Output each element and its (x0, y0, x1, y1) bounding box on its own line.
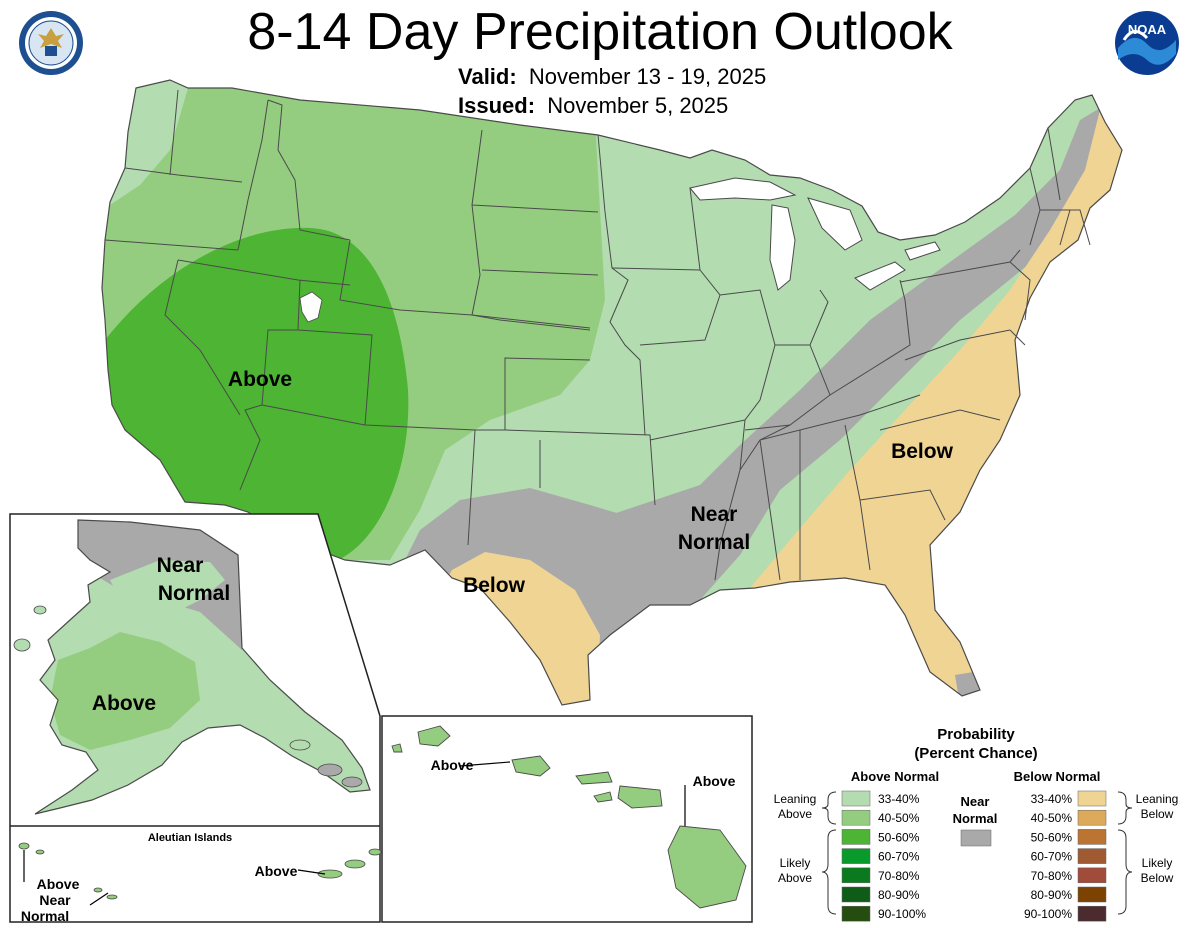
aleutian-near-label-2: Normal (21, 908, 69, 924)
legend-below-range: 50-60% (1031, 830, 1073, 844)
ak-near-label-1: Near (157, 554, 204, 577)
legend-above-range: 33-40% (878, 792, 920, 806)
legend-title-2: (Percent Chance) (914, 745, 1037, 762)
legend-above-swatch (841, 905, 871, 922)
valid-line: Valid: November 13 - 19, 2025 (458, 64, 766, 90)
legend-leaning-above-1: Leaning (774, 792, 817, 806)
legend-below-header: Below Normal (1014, 769, 1101, 784)
conus-below-east-label: Below (891, 440, 954, 463)
legend-below-swatch (1077, 905, 1107, 922)
legend-below-swatch (1077, 809, 1107, 826)
legend-below-range: 70-80% (1031, 869, 1073, 883)
legend-title-1: Probability (937, 726, 1015, 743)
legend-leaning-below-1: Leaning (1136, 792, 1179, 806)
legend-below-swatch (1077, 790, 1107, 807)
legend-below-swatch (1077, 886, 1107, 903)
aleutian-above-east-label: Above (255, 863, 298, 879)
issued-label: Issued: (458, 93, 536, 118)
legend-near-swatch (960, 829, 992, 847)
legend-above-header: Above Normal (851, 769, 939, 784)
legend-likely-above-1: Likely (780, 856, 811, 870)
conus-above-label: Above (228, 368, 292, 391)
legend-above-swatch (841, 809, 871, 826)
aleutian-near-label-1: Near (39, 892, 71, 908)
legend-above-swatch (841, 848, 871, 864)
legend-above-swatch (841, 886, 871, 903)
conus-near-label-1: Near (691, 503, 738, 526)
legend: Probability (Percent Chance) Above Norma… (774, 726, 1179, 922)
legend-above-swatch (841, 790, 871, 807)
legend-below-swatch (1077, 829, 1107, 845)
legend-above-range: 80-90% (878, 888, 920, 902)
aleutian-title: Aleutian Islands (148, 832, 232, 844)
legend-below-swatch (1077, 867, 1107, 884)
legend-below-swatch (1077, 848, 1107, 864)
legend-above-range: 50-60% (878, 830, 920, 844)
aleutian-above-west-label: Above (37, 876, 80, 892)
conus-below-tx-label: Below (463, 574, 526, 597)
legend-above-range: 90-100% (878, 907, 926, 921)
legend-above-range: 60-70% (878, 850, 920, 864)
legend-likely-below-1: Likely (1142, 856, 1173, 870)
legend-below-range: 33-40% (1031, 792, 1073, 806)
ak-near-label-2: Normal (158, 582, 230, 605)
map-title: 8-14 Day Precipitation Outlook (247, 3, 953, 61)
legend-below-range: 40-50% (1031, 811, 1073, 825)
legend-leaning-below-2: Below (1141, 807, 1174, 821)
noaa-logo-icon: NOAA (1115, 11, 1179, 75)
valid-value: November 13 - 19, 2025 (528, 64, 767, 89)
hi-above-big-label: Above (693, 773, 736, 789)
commerce-seal-icon (19, 11, 83, 75)
legend-leaning-above-2: Above (778, 807, 812, 821)
legend-below-range: 60-70% (1031, 850, 1073, 864)
legend-above-range: 40-50% (878, 811, 920, 825)
conus-near-label-2: Normal (678, 531, 750, 554)
legend-near-label-1: Near (961, 794, 990, 809)
ak-above-label: Above (92, 692, 156, 715)
legend-likely-above-2: Above (778, 871, 812, 885)
legend-near-label-2: Normal (953, 811, 998, 826)
legend-below-range: 80-90% (1031, 888, 1073, 902)
legend-above-range: 70-80% (878, 869, 920, 883)
issued-line: Issued: November 5, 2025 (458, 93, 728, 119)
hi-above-oahu-label: Above (431, 757, 474, 773)
noaa-logo-text: NOAA (1128, 22, 1167, 37)
legend-below-range: 90-100% (1024, 907, 1072, 921)
issued-value: November 5, 2025 (547, 93, 729, 118)
legend-likely-below-2: Below (1141, 871, 1174, 885)
legend-above-swatch (841, 867, 871, 884)
valid-label: Valid: (458, 64, 517, 89)
legend-above-swatch (841, 829, 871, 845)
